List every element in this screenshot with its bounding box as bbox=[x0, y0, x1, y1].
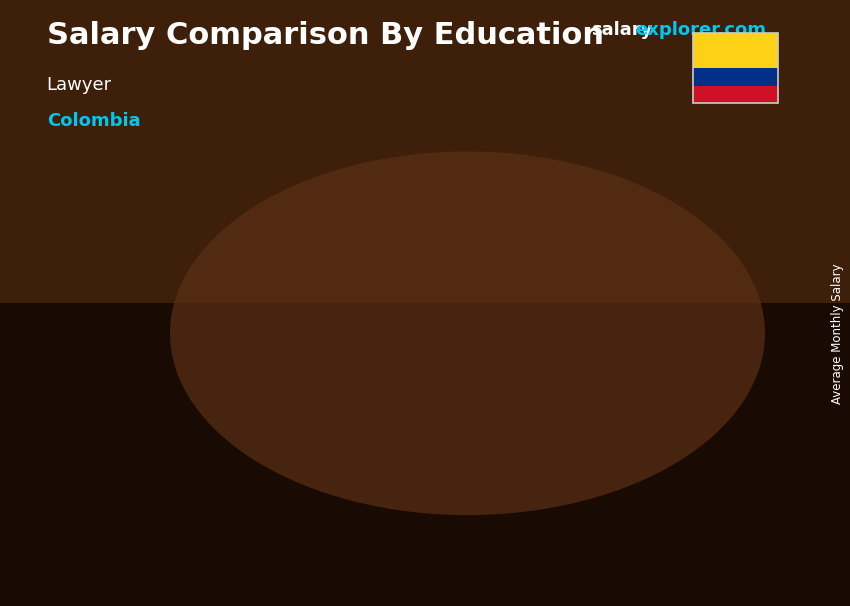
Bar bbox=[115, 328, 237, 486]
Bar bbox=[658, 184, 683, 486]
Text: PhD: PhD bbox=[604, 506, 638, 521]
Bar bbox=[560, 184, 575, 486]
Text: Salary Comparison By Education: Salary Comparison By Education bbox=[47, 21, 603, 50]
Text: 8,960,000 COP: 8,960,000 COP bbox=[282, 251, 404, 267]
Bar bbox=[337, 275, 352, 486]
Text: 6,710,000 COP: 6,710,000 COP bbox=[37, 305, 159, 319]
Bar bbox=[212, 328, 237, 486]
Bar bbox=[337, 275, 460, 486]
Text: Master's
Degree: Master's Degree bbox=[362, 506, 435, 538]
Text: Bachelor's
Degree: Bachelor's Degree bbox=[132, 506, 220, 538]
Text: +42%: +42% bbox=[447, 110, 537, 138]
Bar bbox=[0, 303, 850, 606]
Text: Average Monthly Salary: Average Monthly Salary bbox=[830, 263, 844, 404]
Bar bbox=[560, 184, 683, 486]
Ellipse shape bbox=[170, 152, 765, 515]
Text: Lawyer: Lawyer bbox=[47, 76, 112, 94]
Text: +33%: +33% bbox=[224, 212, 314, 240]
Bar bbox=[435, 275, 460, 486]
Bar bbox=[0, 0, 850, 303]
Text: 12,800,000 COP: 12,800,000 COP bbox=[492, 156, 625, 171]
Text: explorer.com: explorer.com bbox=[635, 21, 766, 39]
Bar bbox=[115, 328, 129, 486]
Text: salary: salary bbox=[591, 21, 652, 39]
Text: Colombia: Colombia bbox=[47, 112, 140, 130]
